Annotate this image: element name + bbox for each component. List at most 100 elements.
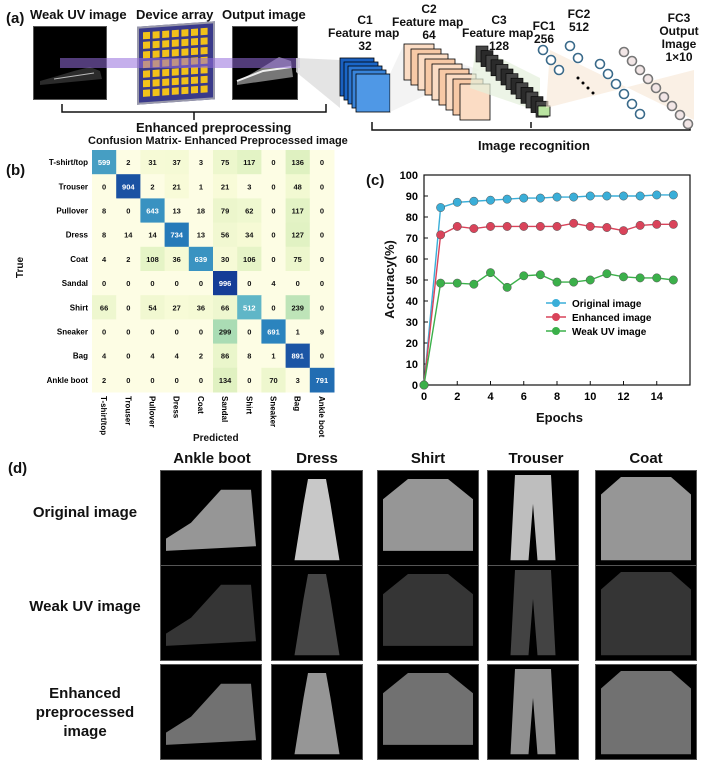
cm-row-label: Trouser — [59, 182, 88, 191]
col-header-shirt: Shirt — [410, 450, 446, 467]
cm-cell — [285, 271, 311, 296]
legend-marker — [552, 299, 560, 307]
cm-col-label: Sandal — [220, 396, 229, 422]
c1-stack — [339, 57, 391, 113]
acc-xlabel: Epochs — [536, 410, 583, 425]
weak-uv-label: Weak UV image — [30, 7, 127, 22]
col-header-ankle-boot: Ankle boot — [173, 450, 251, 467]
series-point — [569, 277, 579, 287]
c2-stack — [403, 43, 491, 121]
cm-cell — [188, 295, 214, 320]
cm-cell — [92, 246, 117, 272]
cm-cell-value: 0 — [271, 303, 275, 312]
y-tick-label: 60 — [406, 254, 418, 266]
cm-cell-value: 791 — [316, 376, 329, 385]
cm-cell-value: 36 — [197, 303, 205, 312]
cm-cell — [213, 343, 238, 369]
cm-cell — [261, 295, 287, 320]
shirt-enhanced-image — [377, 664, 479, 760]
cm-cell-value: 2 — [150, 182, 154, 191]
device-cell — [191, 38, 198, 46]
cm-cell — [164, 222, 190, 248]
y-tick-label: 40 — [406, 296, 418, 308]
series-point — [635, 220, 645, 230]
legend-marker — [552, 313, 560, 321]
cm-cell-value: 0 — [296, 279, 300, 288]
device-cell — [143, 41, 150, 49]
cm-cell-value: 62 — [245, 207, 253, 216]
cm-cell — [261, 271, 287, 296]
panel-d-label: (d) — [8, 460, 28, 477]
cm-cell — [309, 150, 335, 175]
panel-b-label: (b) — [6, 162, 26, 179]
series-point — [585, 222, 595, 231]
row-label-weak-uv: Weak UV image — [29, 598, 141, 615]
cm-cell — [92, 295, 117, 320]
series-point — [602, 269, 612, 279]
cm-cell-value: 1 — [296, 328, 300, 337]
cm-cell — [237, 198, 262, 224]
cm-cell-value: 66 — [221, 303, 229, 312]
fc3-label: FC3 Output Image 1×10 — [659, 11, 699, 64]
cm-cell — [116, 174, 141, 199]
cm-col-label: Trouser — [123, 396, 132, 425]
fc-neuron — [626, 98, 638, 110]
col-header-coat: Coat — [629, 450, 663, 467]
cm-cell — [92, 271, 117, 296]
cm-cell — [261, 246, 287, 272]
cm-cell — [309, 295, 335, 320]
fc-neurons — [537, 40, 694, 130]
device-cells — [143, 27, 208, 97]
cm-cell — [164, 319, 190, 345]
cm-cell — [188, 174, 214, 199]
cm-cell — [140, 367, 166, 393]
cm-cell — [213, 295, 238, 320]
enhanced-preprocessing-label: Enhanced preprocessing — [136, 120, 292, 135]
cm-cell — [116, 222, 141, 248]
series-point — [486, 268, 495, 278]
cm-cell-value: 891 — [291, 352, 304, 361]
cm-col-label: T-shirt/top — [99, 396, 108, 435]
cm-row-label: Dress — [66, 231, 89, 240]
cm-cell-value: 0 — [150, 279, 154, 288]
cm-cell — [188, 150, 214, 175]
device-cell — [200, 75, 208, 84]
fc-neuron — [658, 91, 670, 103]
series-point — [519, 222, 529, 231]
cm-cell-value: 0 — [102, 279, 106, 288]
cm-cell — [261, 150, 287, 175]
series-point — [519, 271, 529, 281]
fc-neuron — [618, 46, 630, 58]
cm-cell — [140, 198, 166, 224]
device-array-grid — [137, 21, 215, 105]
x-tick-label: 14 — [651, 391, 664, 403]
cm-cell-value: 79 — [221, 207, 229, 216]
device-cell — [152, 88, 160, 97]
cm-cell-value: 639 — [195, 255, 208, 264]
cm-cell — [92, 319, 117, 345]
shirt-weak-uv-image — [377, 565, 479, 661]
fc-neuron — [666, 100, 678, 112]
cm-cell-value: 4 — [150, 352, 155, 361]
cm-cell — [188, 198, 214, 224]
cm-ylabel: True — [15, 256, 27, 279]
cm-cell-value: 0 — [320, 182, 324, 191]
cm-cell — [164, 198, 190, 224]
cm-cell — [92, 198, 117, 224]
fc-neuron — [564, 40, 576, 52]
cm-row-label: Ankle boot — [47, 376, 89, 385]
series-point — [469, 196, 479, 206]
coat-weak-uv-image — [595, 565, 697, 661]
cm-cell-value: 512 — [243, 303, 256, 312]
cm-cell — [309, 271, 335, 296]
series-point — [452, 222, 462, 231]
cm-cell — [285, 367, 311, 393]
x-tick-label: 6 — [521, 391, 527, 403]
cm-cell-value: 3 — [296, 376, 300, 385]
cm-cell — [140, 222, 166, 248]
cm-cell — [116, 295, 141, 320]
ellipsis-dot — [586, 86, 590, 90]
cm-cell — [237, 367, 262, 393]
cm-cell — [285, 246, 311, 272]
series-point — [452, 197, 462, 207]
